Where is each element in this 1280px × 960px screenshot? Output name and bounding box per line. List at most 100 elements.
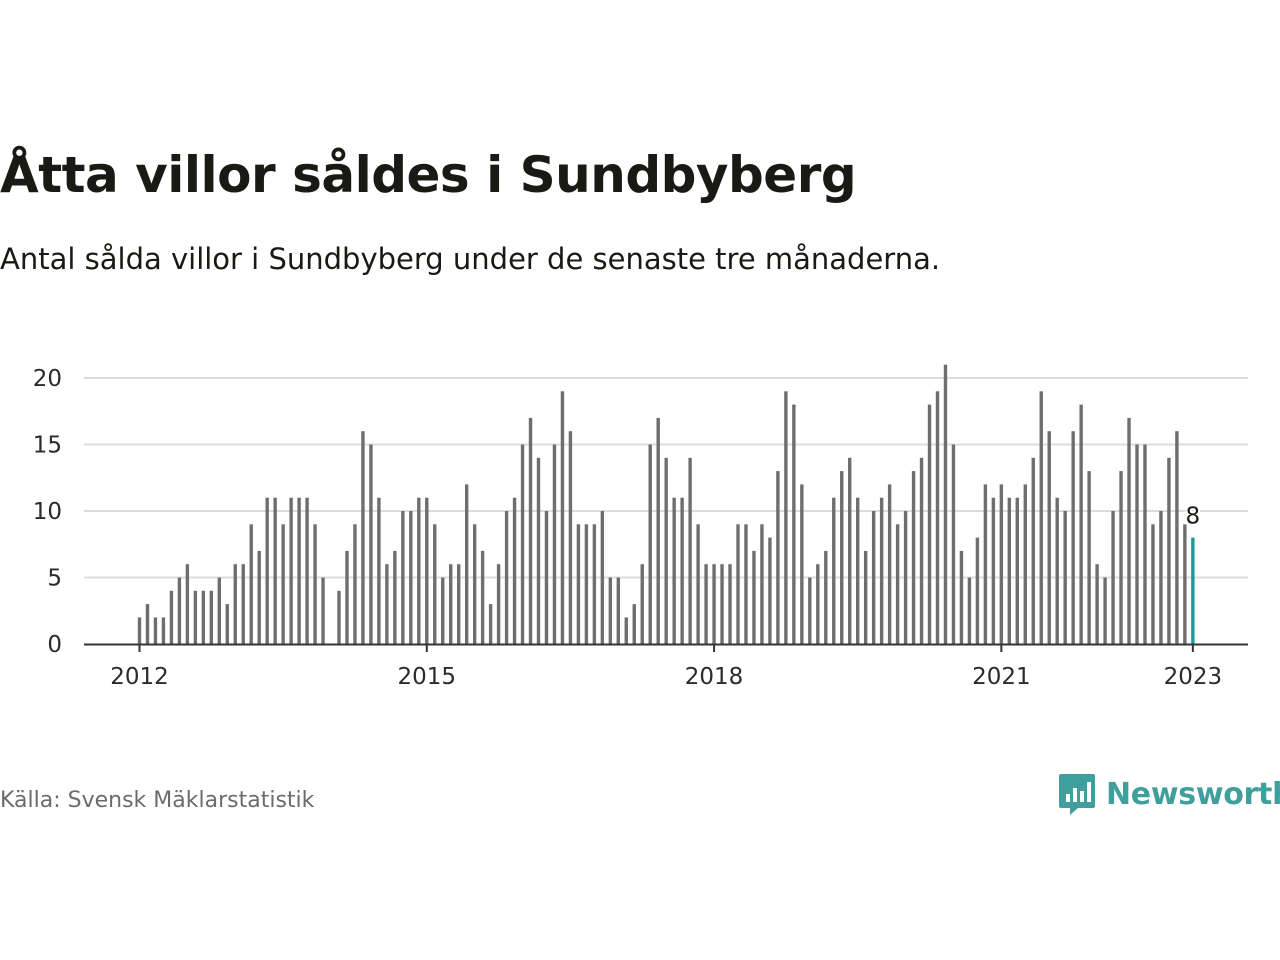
bar bbox=[744, 524, 748, 644]
bar bbox=[273, 497, 277, 644]
bar bbox=[1079, 404, 1083, 644]
bar bbox=[1183, 524, 1187, 644]
bar bbox=[177, 577, 182, 644]
bar-chart-speech-bubble-icon bbox=[1059, 774, 1095, 815]
bar bbox=[656, 417, 660, 644]
bar bbox=[696, 524, 700, 644]
bar bbox=[457, 564, 461, 644]
bar bbox=[185, 564, 190, 644]
bar bbox=[560, 391, 565, 644]
data-labels: 8 bbox=[1184, 502, 1203, 532]
bar bbox=[592, 524, 597, 644]
bar bbox=[760, 524, 764, 644]
x-tick-label: 2018 bbox=[685, 664, 744, 690]
bar bbox=[488, 604, 493, 644]
bar bbox=[480, 550, 485, 644]
bar bbox=[433, 524, 437, 644]
bar bbox=[1031, 457, 1035, 644]
bar bbox=[816, 564, 820, 644]
bar bbox=[568, 431, 573, 644]
bar-highlight bbox=[1191, 537, 1195, 644]
chart-title: Åtta villor såldes i Sundbyberg bbox=[0, 146, 857, 204]
y-tick-label: 0 bbox=[47, 632, 62, 658]
bar bbox=[608, 577, 613, 644]
bar bbox=[528, 417, 533, 644]
chart-subtitle: Antal sålda villor i Sundbyberg under de… bbox=[0, 242, 941, 276]
bar bbox=[297, 497, 301, 644]
bar bbox=[369, 444, 373, 644]
bar bbox=[903, 511, 908, 644]
bar bbox=[1087, 471, 1091, 644]
newsworthy-logo: Newsworthy bbox=[1058, 772, 1280, 816]
bar bbox=[840, 471, 844, 644]
bar bbox=[313, 524, 317, 644]
bar bbox=[728, 564, 732, 644]
bar bbox=[600, 511, 605, 644]
bar bbox=[1151, 524, 1155, 644]
bar bbox=[640, 564, 644, 644]
y-tick-label: 5 bbox=[47, 566, 62, 592]
bar bbox=[464, 484, 469, 644]
bar bbox=[472, 524, 477, 644]
bar bbox=[169, 590, 174, 644]
y-axis-tick-labels: 0 5 10 15 20 bbox=[33, 366, 62, 658]
bar bbox=[959, 550, 964, 644]
bar bbox=[632, 604, 636, 644]
bar bbox=[257, 550, 261, 644]
bar bbox=[281, 524, 285, 644]
bar bbox=[943, 364, 948, 644]
bar bbox=[161, 617, 166, 644]
bar bbox=[520, 444, 525, 644]
bar bbox=[409, 511, 413, 644]
bar bbox=[1167, 457, 1171, 644]
bar bbox=[385, 564, 389, 644]
bar bbox=[1047, 431, 1051, 644]
bar bbox=[496, 564, 501, 644]
bar bbox=[145, 604, 150, 644]
x-tick-label: 2023 bbox=[1164, 664, 1223, 690]
y-tick-label: 15 bbox=[33, 433, 62, 459]
bar bbox=[624, 617, 628, 644]
bar bbox=[935, 391, 940, 644]
bar bbox=[712, 564, 716, 644]
bar bbox=[911, 471, 916, 644]
bar bbox=[1007, 497, 1012, 644]
source-note: Källa: Svensk Mäklarstatistik bbox=[0, 788, 315, 813]
bar bbox=[1175, 431, 1179, 644]
bar bbox=[1055, 497, 1059, 644]
bar bbox=[449, 564, 453, 644]
bar bbox=[927, 404, 932, 644]
bar bbox=[808, 577, 812, 644]
bar bbox=[201, 590, 206, 644]
bar bbox=[975, 537, 980, 644]
bar bbox=[951, 444, 956, 644]
bar bbox=[967, 577, 972, 644]
bar bbox=[289, 497, 293, 644]
bar bbox=[800, 484, 804, 644]
bar bbox=[784, 391, 788, 644]
bar bbox=[337, 590, 341, 644]
bar bbox=[879, 497, 884, 644]
bar bbox=[377, 497, 381, 644]
bar bbox=[425, 497, 429, 644]
bar bbox=[863, 550, 868, 644]
bar bbox=[417, 497, 421, 644]
bar bbox=[1015, 497, 1019, 644]
bar bbox=[217, 577, 221, 644]
bar bbox=[887, 484, 892, 644]
bar bbox=[1159, 511, 1163, 644]
bar bbox=[856, 497, 860, 644]
bar bbox=[720, 564, 724, 644]
bar bbox=[1095, 564, 1099, 644]
bar bbox=[233, 564, 237, 644]
bars bbox=[137, 364, 1195, 644]
bar bbox=[1143, 444, 1147, 644]
bar bbox=[871, 511, 876, 644]
bar bbox=[792, 404, 796, 644]
bar bbox=[1111, 511, 1115, 644]
bar bbox=[1119, 471, 1123, 644]
bar bbox=[552, 444, 557, 644]
bar bbox=[321, 577, 325, 644]
bar bbox=[1063, 511, 1067, 644]
bar bbox=[776, 471, 780, 644]
